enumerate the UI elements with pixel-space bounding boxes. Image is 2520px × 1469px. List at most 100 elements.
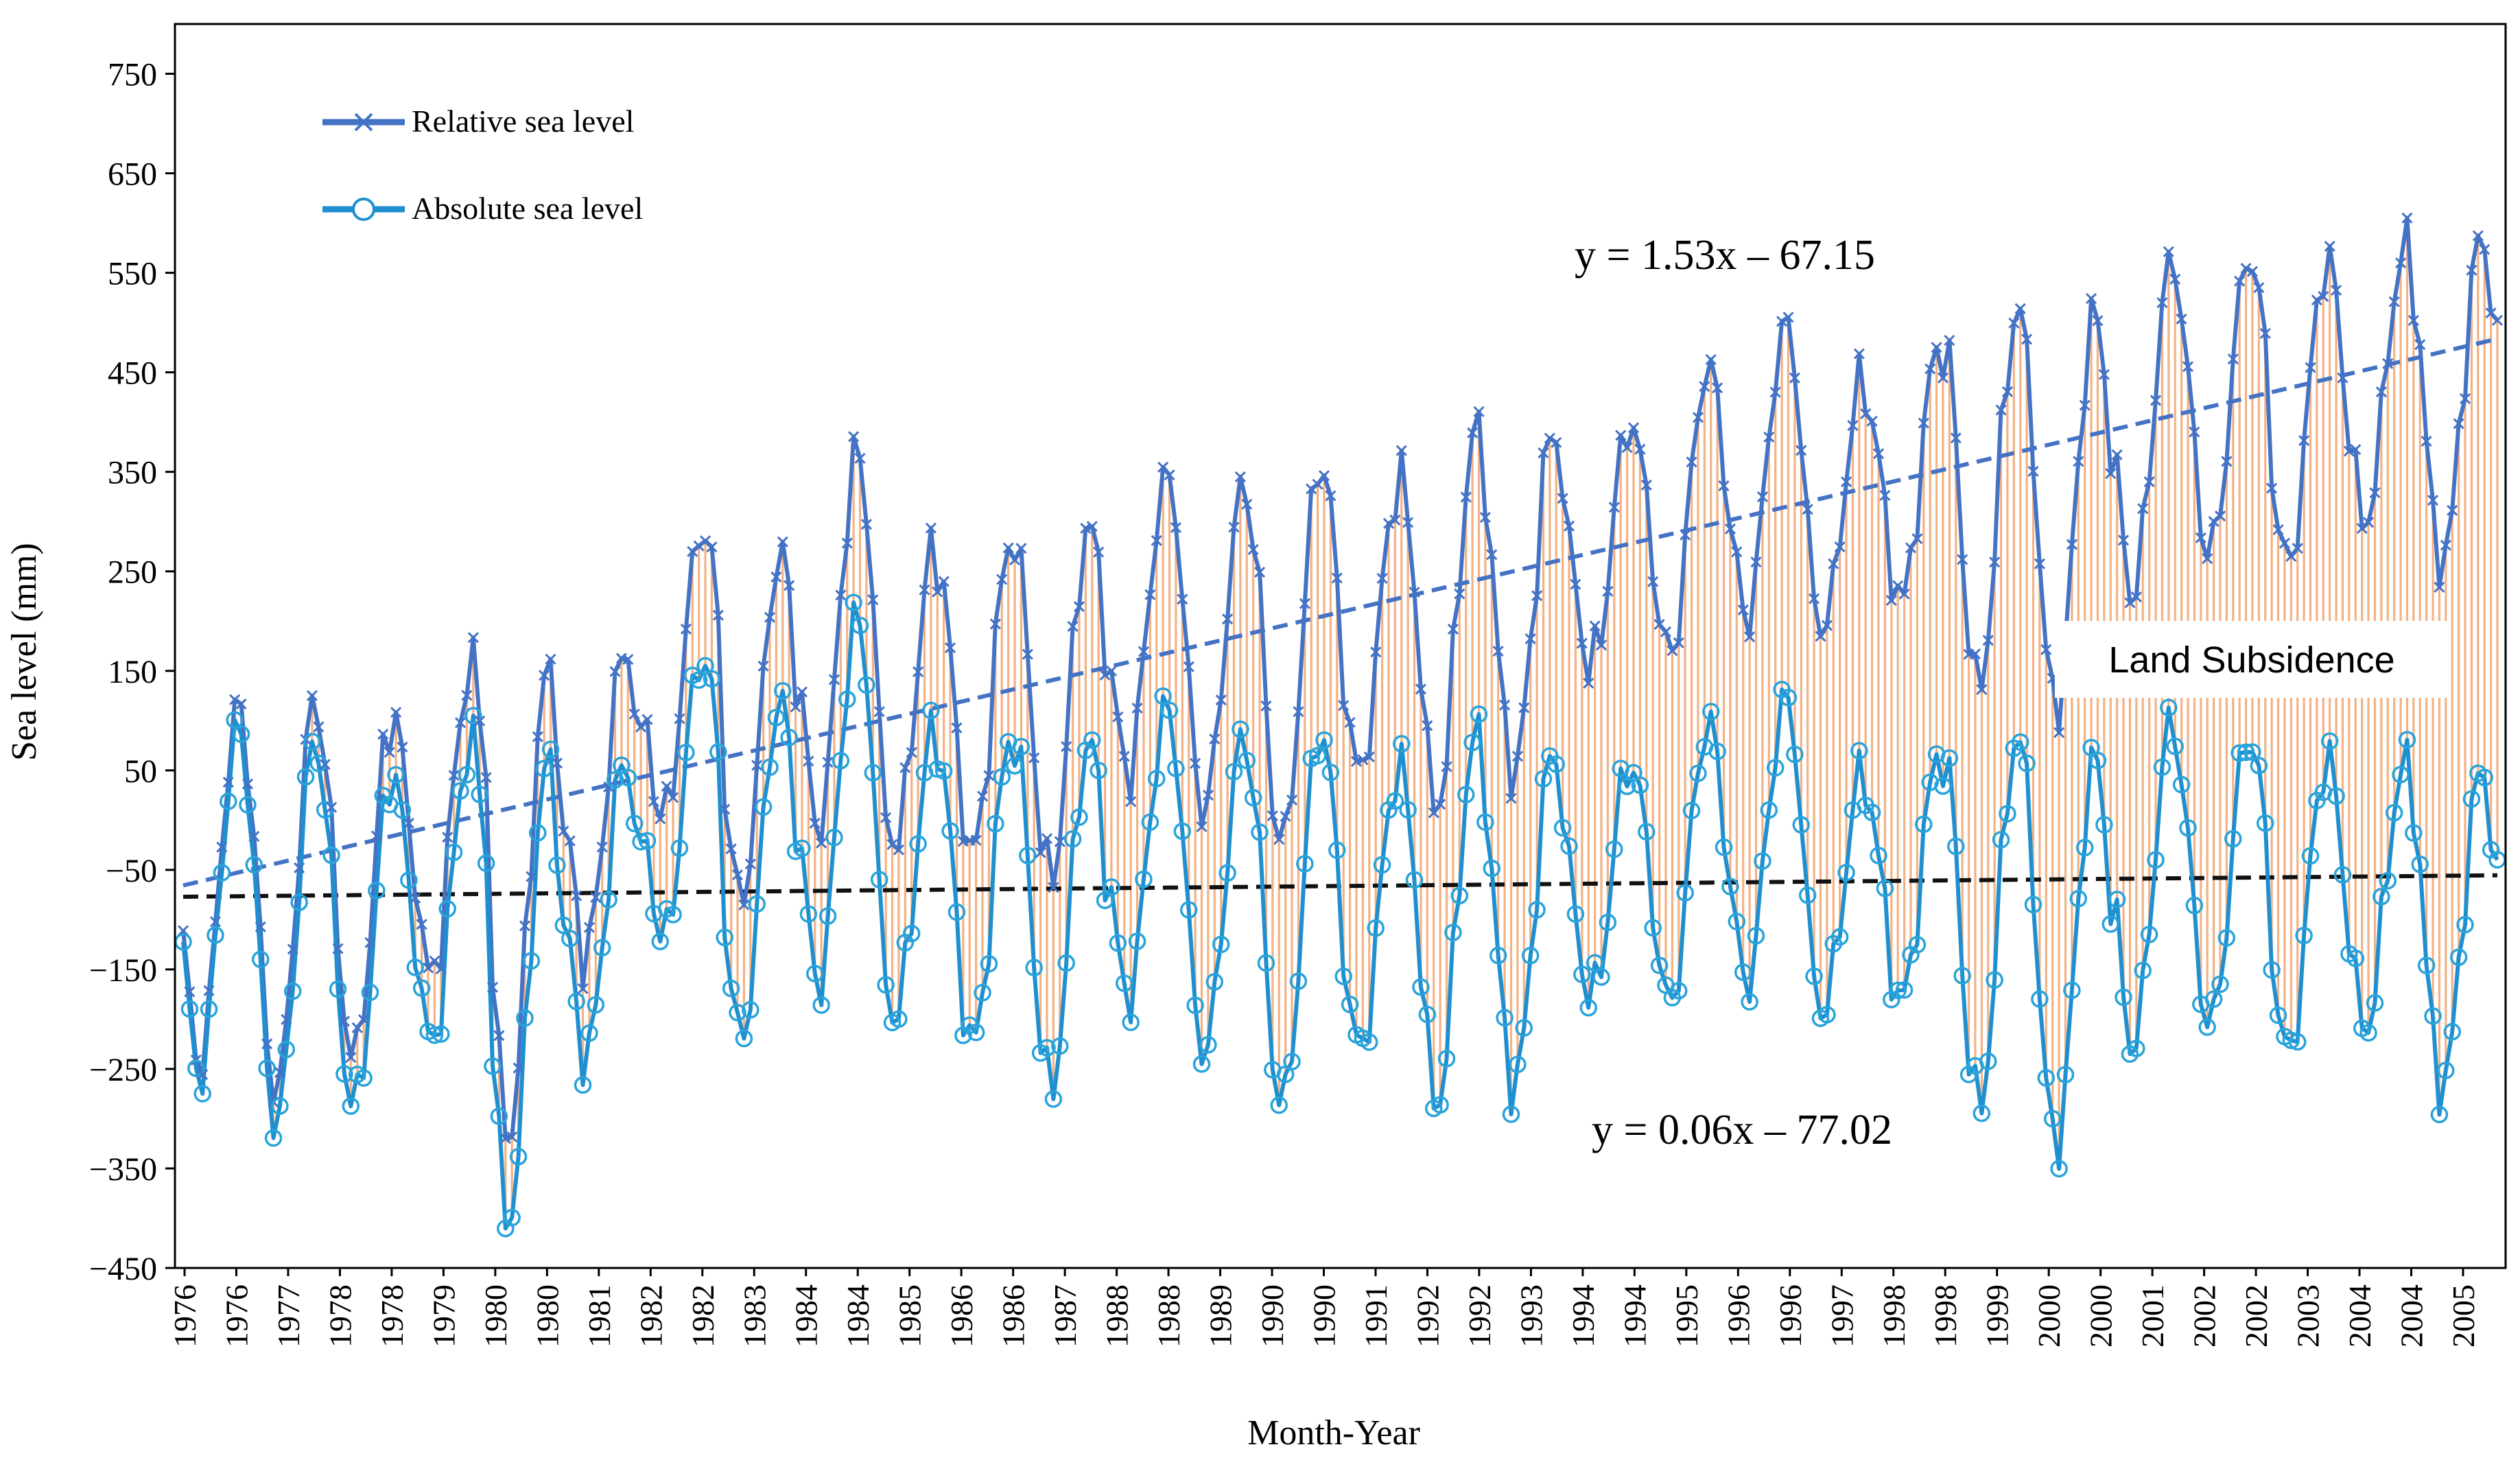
relative-point	[880, 812, 892, 823]
relative-point	[2234, 275, 2246, 287]
relative-point	[506, 1131, 518, 1143]
absolute-point	[922, 701, 940, 720]
absolute-point	[819, 907, 837, 925]
x-tick-label: 1992	[1410, 1284, 1445, 1348]
relative-point	[668, 792, 679, 803]
absolute-point	[1754, 852, 1771, 870]
absolute-point	[806, 965, 824, 983]
relative-point	[1531, 590, 1543, 602]
relative-point	[1080, 522, 1092, 534]
x-tick-label: 1981	[582, 1284, 617, 1348]
absolute-point	[1786, 745, 1804, 764]
relative-point	[1234, 471, 1246, 482]
absolute-point	[2153, 758, 2171, 776]
relative-point	[655, 813, 666, 825]
relative-point	[2324, 240, 2335, 252]
relative-point	[777, 536, 788, 548]
absolute-point	[438, 900, 456, 918]
relative-point	[816, 837, 827, 849]
absolute-point	[251, 950, 270, 968]
absolute-point	[509, 1148, 528, 1166]
relative-point	[1222, 613, 1234, 625]
relative-point	[1853, 348, 1865, 360]
relative-point	[1937, 372, 1949, 384]
relative-point	[1634, 443, 1646, 455]
absolute-point	[845, 594, 862, 611]
absolute-point	[670, 839, 689, 857]
relative-point	[2466, 264, 2477, 276]
relative-point	[203, 985, 215, 996]
relative-point	[248, 830, 260, 843]
x-tick-label: 1998	[1928, 1284, 1963, 1348]
absolute-point	[296, 768, 315, 786]
relative-point	[461, 690, 473, 701]
absolute-point	[716, 928, 733, 947]
relative-point	[2130, 591, 2142, 603]
absolute-point	[2128, 1039, 2145, 1057]
absolute-point	[1173, 822, 1192, 841]
absolute-point	[226, 711, 244, 729]
absolute-point	[858, 676, 875, 694]
relative-point	[1718, 480, 1730, 492]
absolute-point	[1225, 762, 1243, 781]
relative-point	[2117, 534, 2130, 546]
relative-point	[2427, 495, 2439, 506]
absolute-point	[541, 740, 560, 758]
relative-point	[2382, 357, 2394, 369]
relative-point	[1190, 757, 1201, 769]
absolute-point	[271, 1097, 289, 1115]
relative-point	[1318, 470, 1330, 482]
absolute-point	[207, 926, 224, 944]
relative-point	[1969, 648, 1981, 660]
relative-point	[1570, 578, 1581, 590]
absolute-point	[690, 671, 708, 689]
relative-point	[919, 584, 930, 596]
absolute-point	[812, 996, 830, 1014]
absolute-point	[574, 1076, 592, 1094]
absolute-point	[1251, 823, 1269, 841]
absolute-point	[264, 1129, 283, 1147]
absolute-point	[625, 814, 644, 833]
absolute-point	[987, 814, 1004, 833]
relative-point	[1389, 514, 1401, 526]
absolute-point	[2327, 787, 2345, 806]
relative-point	[784, 580, 795, 591]
relative-point	[1563, 520, 1575, 532]
absolute-point	[754, 798, 773, 816]
relative-point	[313, 721, 325, 733]
relative-point	[1815, 631, 1826, 642]
absolute-point	[902, 924, 921, 943]
absolute-point	[1232, 720, 1249, 738]
relative-point	[873, 706, 885, 718]
absolute-sea-level-line	[181, 600, 2499, 1231]
relative-point	[1647, 576, 1659, 587]
relative-point	[1872, 448, 1885, 460]
absolute-point	[193, 1085, 211, 1103]
relative-point	[2259, 327, 2271, 340]
relative-point	[2253, 282, 2265, 294]
relative-point	[1035, 847, 1046, 858]
absolute-point	[2101, 915, 2120, 933]
absolute-point	[2295, 926, 2313, 945]
absolute-point	[1747, 927, 1765, 945]
relative-point	[2447, 504, 2458, 516]
absolute-point	[1025, 959, 1043, 977]
absolute-point	[729, 1004, 746, 1022]
absolute-point	[619, 768, 637, 787]
relative-point	[1692, 412, 1704, 423]
absolute-point	[1450, 886, 1469, 905]
absolute-point	[361, 983, 379, 1002]
relative-point	[680, 623, 692, 635]
x-tick-label: 1983	[737, 1284, 772, 1348]
absolute-point	[1573, 965, 1591, 983]
relative-point	[2221, 456, 2233, 467]
relative-point	[1447, 623, 1459, 635]
relative-point	[364, 937, 376, 948]
relative-point	[255, 921, 266, 932]
relative-point	[1170, 521, 1181, 534]
x-tick-label: 1990	[1307, 1284, 1342, 1348]
absolute-point	[2333, 866, 2352, 884]
relative-point	[2021, 333, 2033, 345]
absolute-point	[1205, 973, 1224, 991]
relative-point	[1338, 700, 1350, 712]
